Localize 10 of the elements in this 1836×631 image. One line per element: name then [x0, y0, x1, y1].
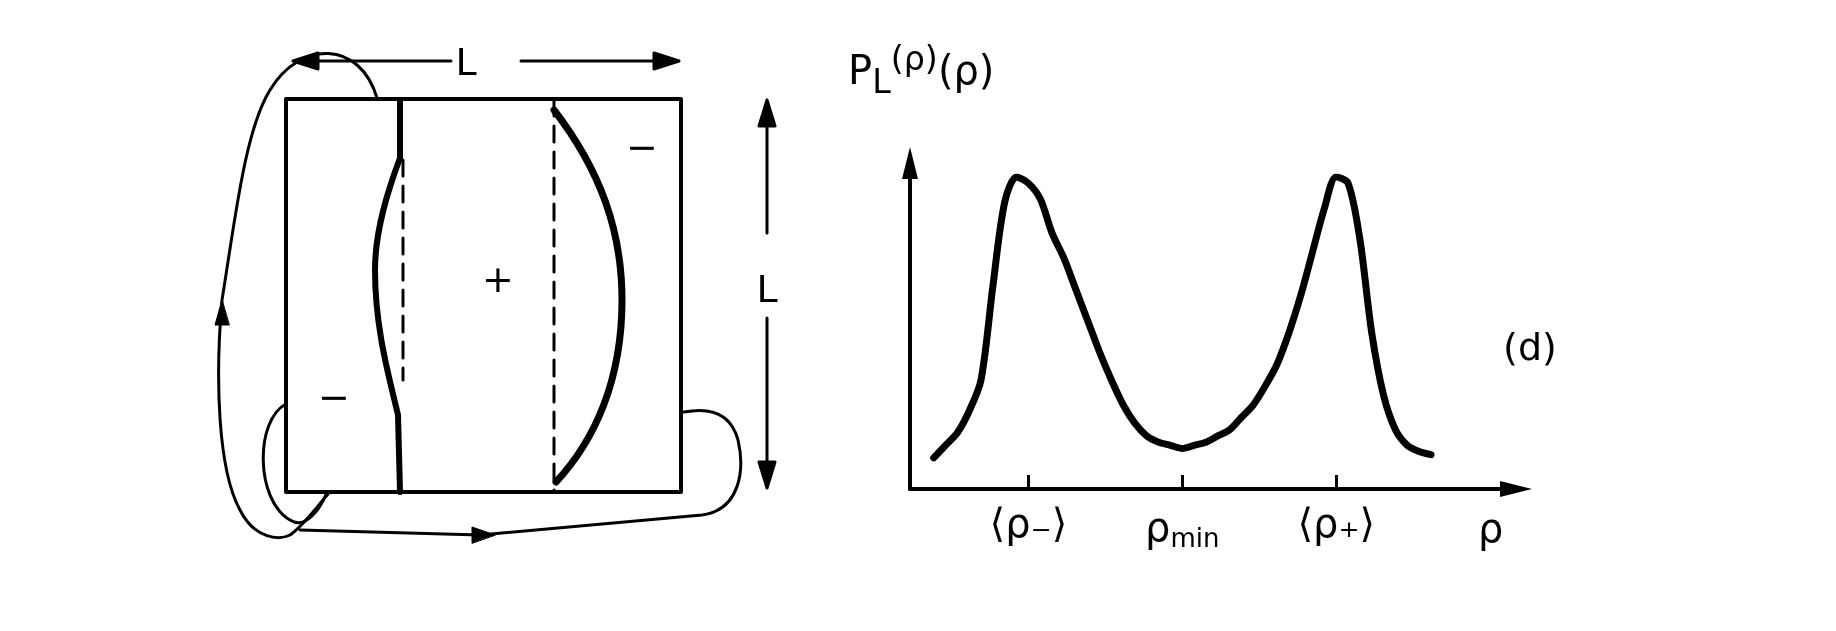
x-axis-title: ρ [1478, 505, 1504, 551]
x-tick-label: ⟨ρ₊⟩ [1297, 500, 1376, 546]
text: (d) [1503, 325, 1557, 369]
text: + [482, 257, 514, 301]
text: − [318, 375, 350, 419]
text: − [626, 125, 658, 169]
x-tick-label: ⟨ρ₋⟩ [989, 500, 1068, 546]
y-axis-title: P$_{L}$$^{(ρ)}$(ρ) [848, 39, 995, 102]
text: L [455, 40, 477, 84]
text: L [756, 267, 778, 311]
